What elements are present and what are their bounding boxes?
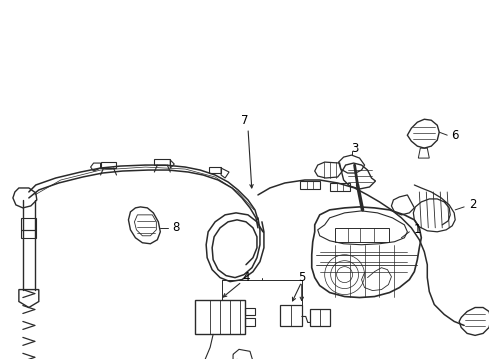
Text: 6: 6 [451,129,459,142]
Text: 3: 3 [351,141,358,155]
Text: 4: 4 [242,271,250,284]
Text: 5: 5 [298,271,305,284]
Text: 1: 1 [414,223,421,236]
Text: 8: 8 [172,221,180,234]
Text: 2: 2 [469,198,477,211]
Text: 7: 7 [241,114,249,127]
